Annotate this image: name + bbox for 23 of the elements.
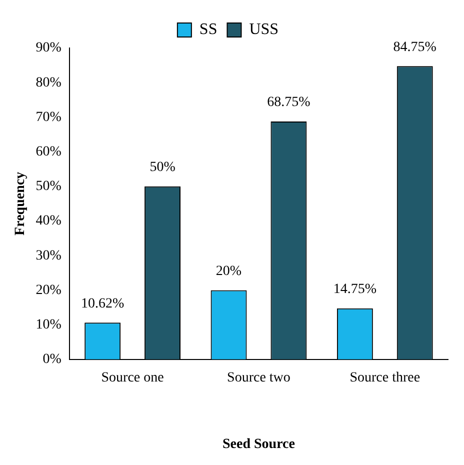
x-tick-label: Source three	[350, 370, 420, 386]
y-tick-label: 80%	[36, 75, 62, 90]
y-tick-label: 40%	[36, 214, 62, 229]
data-label: 50%	[150, 160, 176, 176]
data-label: 20%	[216, 264, 242, 279]
y-tick-label: 90%	[36, 40, 62, 56]
data-label: 68.75%	[267, 95, 311, 110]
x-axis-title: Seed Source	[222, 437, 295, 452]
y-tick-label: 10%	[36, 317, 62, 332]
y-tick-label: 30%	[36, 248, 62, 264]
data-label: 10.62%	[81, 296, 124, 312]
x-tick-label: Source two	[227, 370, 290, 386]
y-tick-label: 0%	[42, 352, 62, 368]
y-tick-label: 60%	[36, 144, 62, 160]
y-tick-label: 20%	[36, 282, 62, 298]
y-axis-title: Frequency	[13, 172, 28, 236]
data-label: 84.75%	[393, 40, 437, 55]
y-tick-label: 70%	[36, 110, 62, 125]
legend-label: USS	[249, 21, 279, 38]
legend-label: SS	[199, 21, 218, 38]
x-tick-label: Source one	[101, 370, 164, 386]
data-label: 14.75%	[333, 282, 377, 298]
y-tick-label: 50%	[36, 179, 62, 194]
